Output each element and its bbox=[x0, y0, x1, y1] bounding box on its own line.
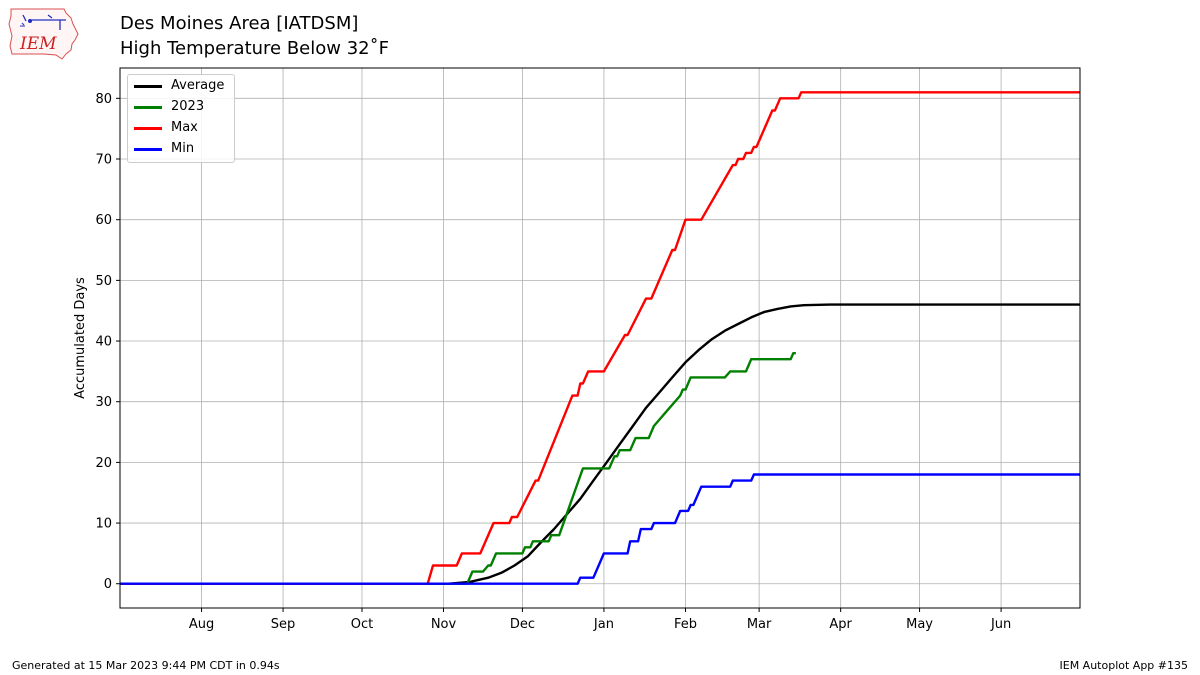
y-tick-label: 70 bbox=[95, 153, 112, 168]
legend-swatch bbox=[134, 85, 162, 88]
y-tick-label: 20 bbox=[95, 456, 112, 471]
autoplot-app-id: IEM Autoplot App #135 bbox=[1059, 659, 1189, 672]
y-tick-label: 30 bbox=[95, 395, 112, 410]
x-tick-label: Mar bbox=[747, 617, 772, 632]
x-tick-label: Sep bbox=[271, 617, 296, 632]
y-tick-label: 40 bbox=[95, 335, 112, 350]
plot-frame bbox=[119, 67, 1081, 609]
legend-label: Average bbox=[171, 78, 225, 93]
x-tick-label: Jun bbox=[990, 617, 1011, 632]
y-axis: 0 10 20 30 40 50 60 70 80 bbox=[95, 92, 120, 592]
legend-swatch bbox=[134, 127, 162, 130]
y-tick-label: 10 bbox=[95, 517, 112, 532]
series-line-max bbox=[120, 91, 1080, 585]
x-tick-label: Feb bbox=[674, 617, 697, 632]
generated-timestamp: Generated at 15 Mar 2023 9:44 PM CDT in … bbox=[12, 659, 280, 672]
series-lines bbox=[120, 91, 1080, 585]
legend-label: Min bbox=[171, 141, 195, 156]
legend-label: 2023 bbox=[171, 99, 205, 114]
series-line-average bbox=[120, 303, 1080, 585]
x-tick-label: Jan bbox=[593, 617, 614, 632]
logo-text: IEM bbox=[19, 34, 57, 54]
legend-label: Max bbox=[171, 120, 198, 135]
legend-swatch bbox=[134, 148, 162, 151]
legend-swatch bbox=[134, 106, 162, 109]
y-tick-label: 50 bbox=[95, 274, 112, 289]
y-tick-label: 0 bbox=[104, 577, 112, 592]
y-tick-label: 80 bbox=[95, 92, 112, 107]
chart-title-line1: Des Moines Area [IATDSM] bbox=[120, 13, 359, 34]
x-tick-label: May bbox=[906, 617, 933, 632]
y-tick-label: 60 bbox=[95, 213, 112, 228]
x-tick-label: Oct bbox=[351, 617, 373, 632]
accumulated-days-chart: 0 10 20 30 40 50 60 70 80 Aug Sep Oct Nov Dec Jan Feb M… bbox=[73, 67, 1081, 632]
x-tick-label: Aug bbox=[189, 617, 214, 632]
x-tick-label: Apr bbox=[829, 617, 852, 632]
x-axis: Aug Sep Oct Nov Dec Jan Feb Mar Apr May Jun bbox=[189, 608, 1011, 632]
y-axis-label: Accumulated Days bbox=[73, 277, 88, 399]
series-line-min bbox=[120, 473, 1080, 585]
chart-title-line2: High Temperature Below 32˚F bbox=[120, 38, 389, 59]
x-tick-label: Nov bbox=[431, 617, 457, 632]
x-tick-label: Dec bbox=[510, 617, 535, 632]
chart-legend: Average 2023 Max Min bbox=[127, 74, 235, 163]
iem-logo: IEM bbox=[8, 8, 79, 60]
grid-lines bbox=[120, 68, 1080, 608]
series-line-2023 bbox=[120, 352, 796, 585]
